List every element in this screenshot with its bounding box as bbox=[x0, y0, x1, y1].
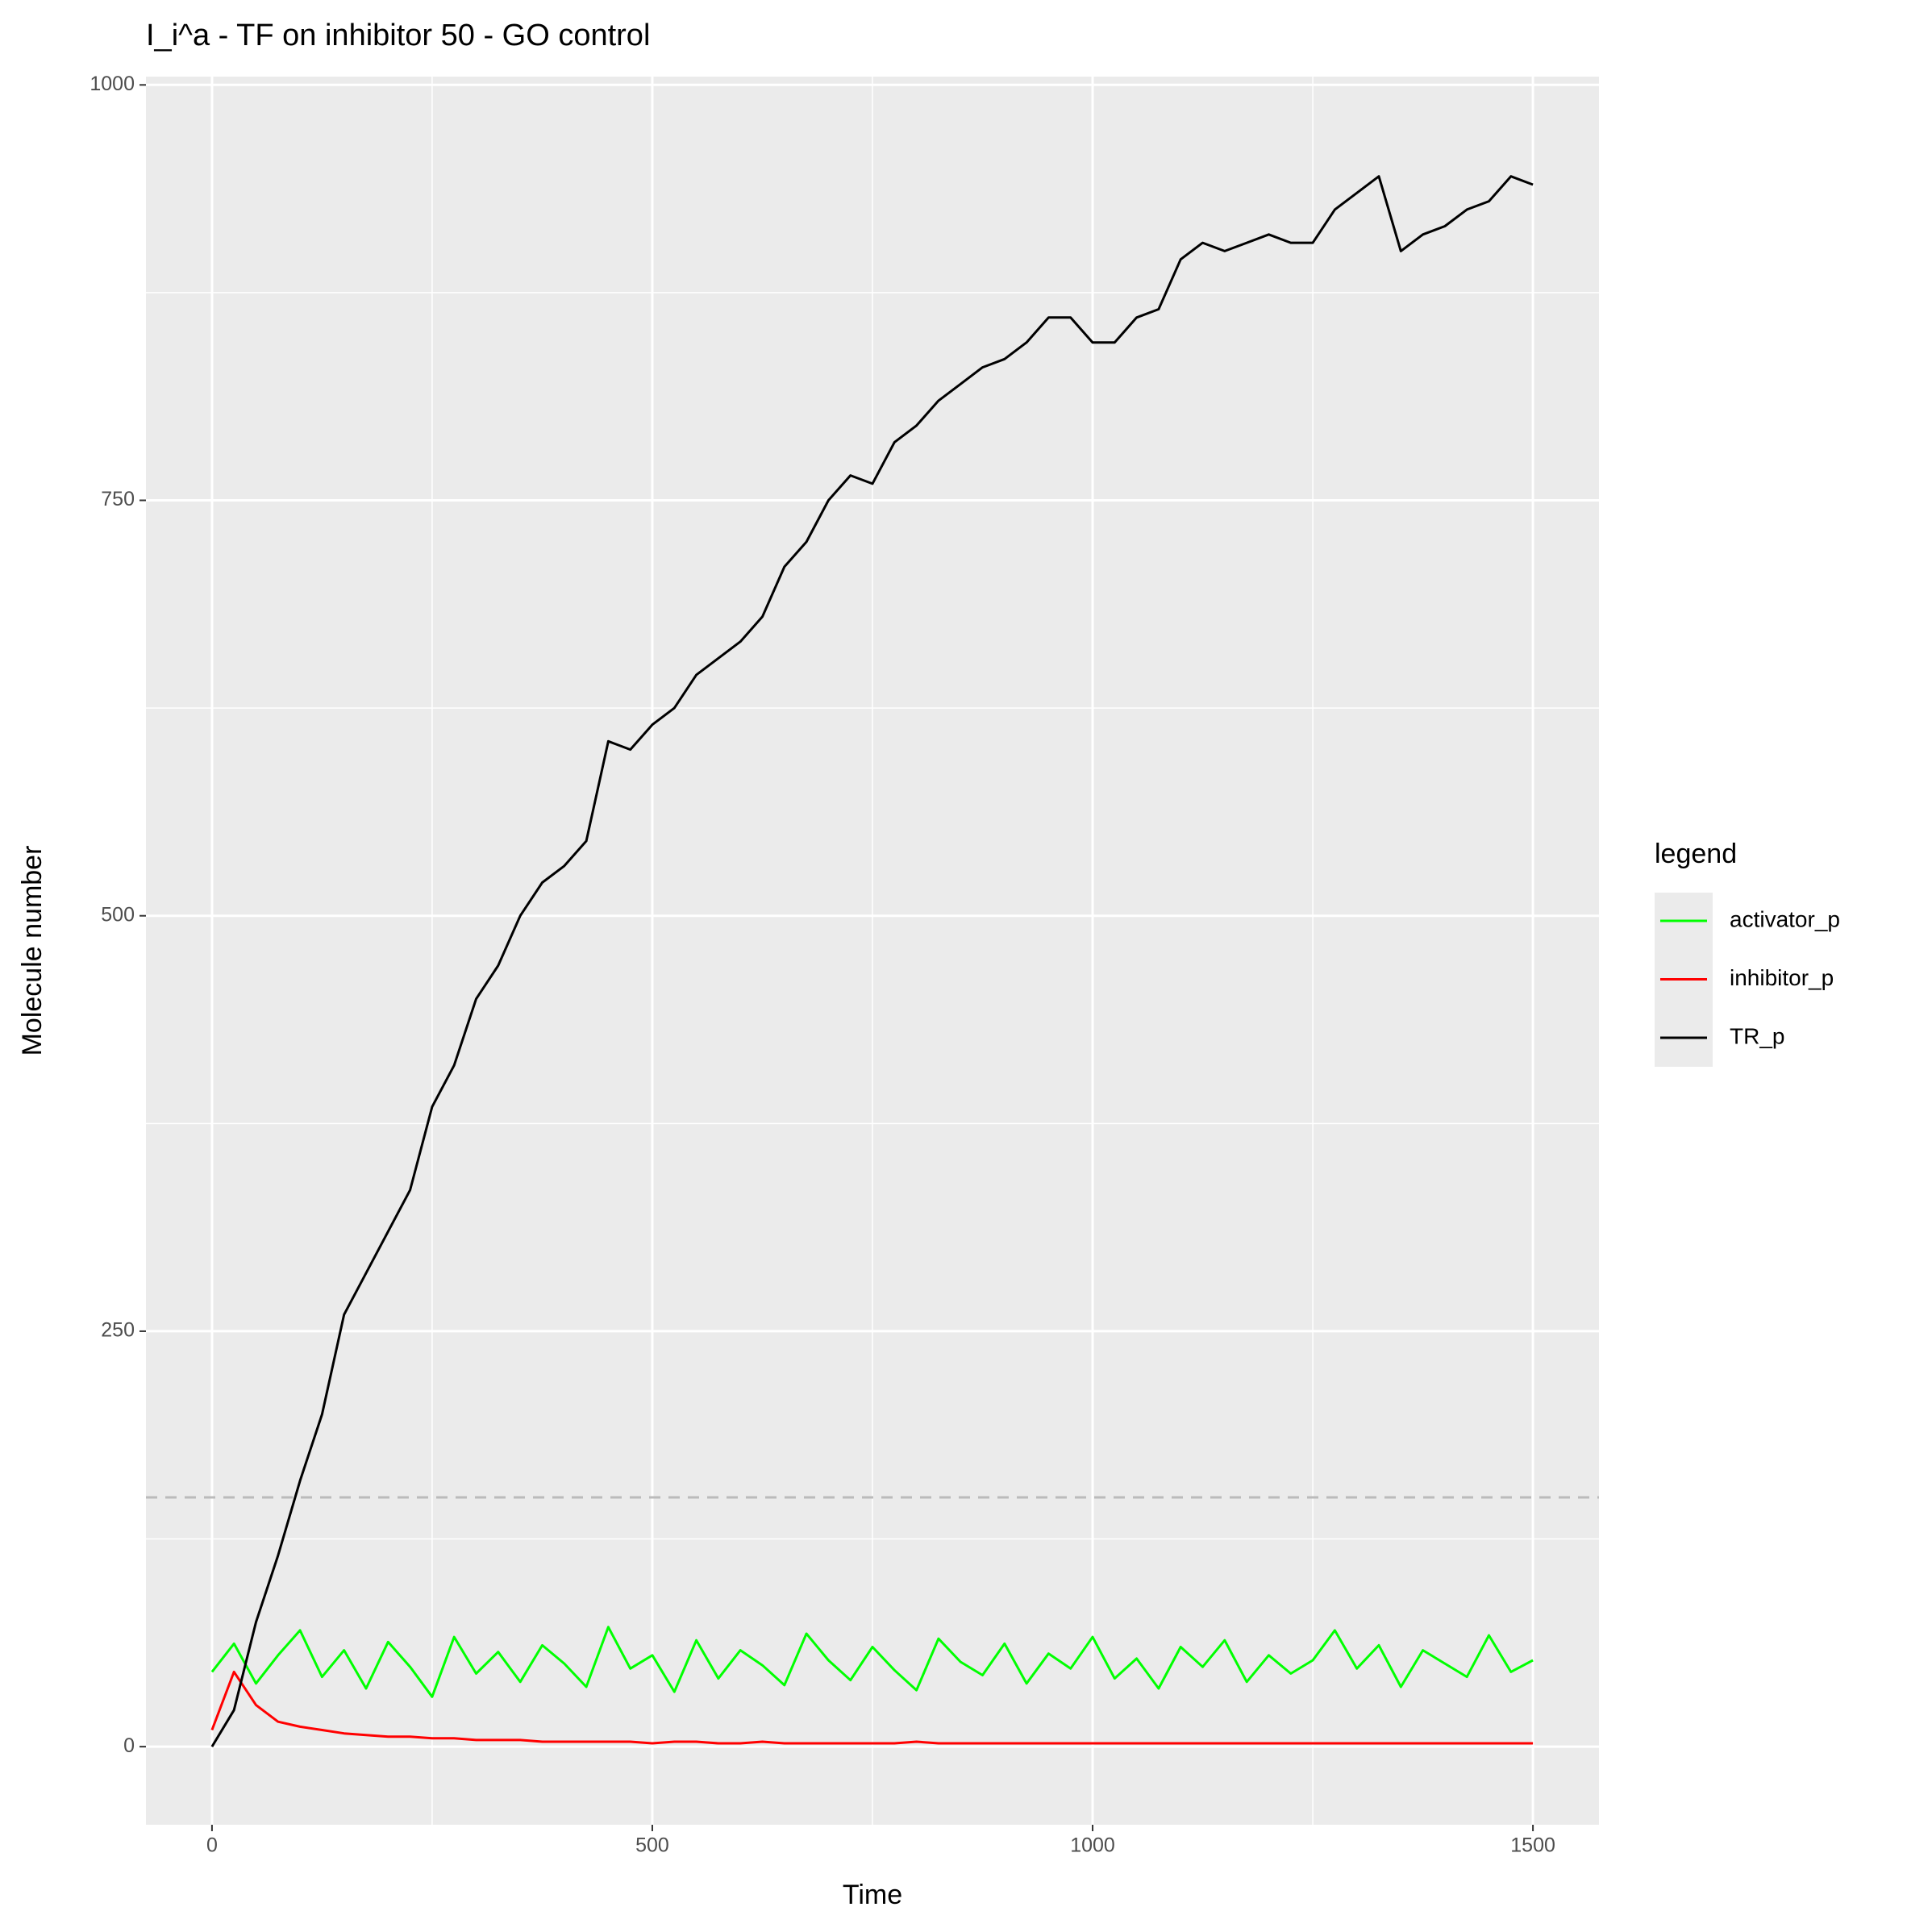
x-axis-title: Time bbox=[843, 1880, 902, 1910]
x-tick-label: 1000 bbox=[1070, 1834, 1115, 1857]
y-tick-label: 250 bbox=[101, 1319, 135, 1342]
series-line bbox=[210, 175, 1534, 1747]
series-line bbox=[210, 1626, 1534, 1698]
y-axis-title: Molecule number bbox=[17, 846, 48, 1056]
x-tick-label: 0 bbox=[206, 1834, 218, 1857]
y-tick-label: 500 bbox=[101, 903, 135, 926]
y-tick-label: 750 bbox=[101, 488, 135, 510]
legend-label: activator_p bbox=[1730, 906, 1840, 931]
legend-title: legend bbox=[1655, 839, 1737, 869]
x-tick-label: 500 bbox=[635, 1834, 669, 1857]
legend-label: TR_p bbox=[1730, 1023, 1784, 1048]
y-tick-label: 0 bbox=[123, 1734, 135, 1757]
series-line bbox=[210, 1670, 1534, 1745]
y-tick-label: 1000 bbox=[90, 73, 135, 95]
x-tick-label: 1500 bbox=[1510, 1834, 1555, 1857]
chart-title: I_i^a - TF on inhibitor 50 - GO control bbox=[146, 19, 650, 52]
legend-label: inhibitor_p bbox=[1730, 965, 1834, 990]
